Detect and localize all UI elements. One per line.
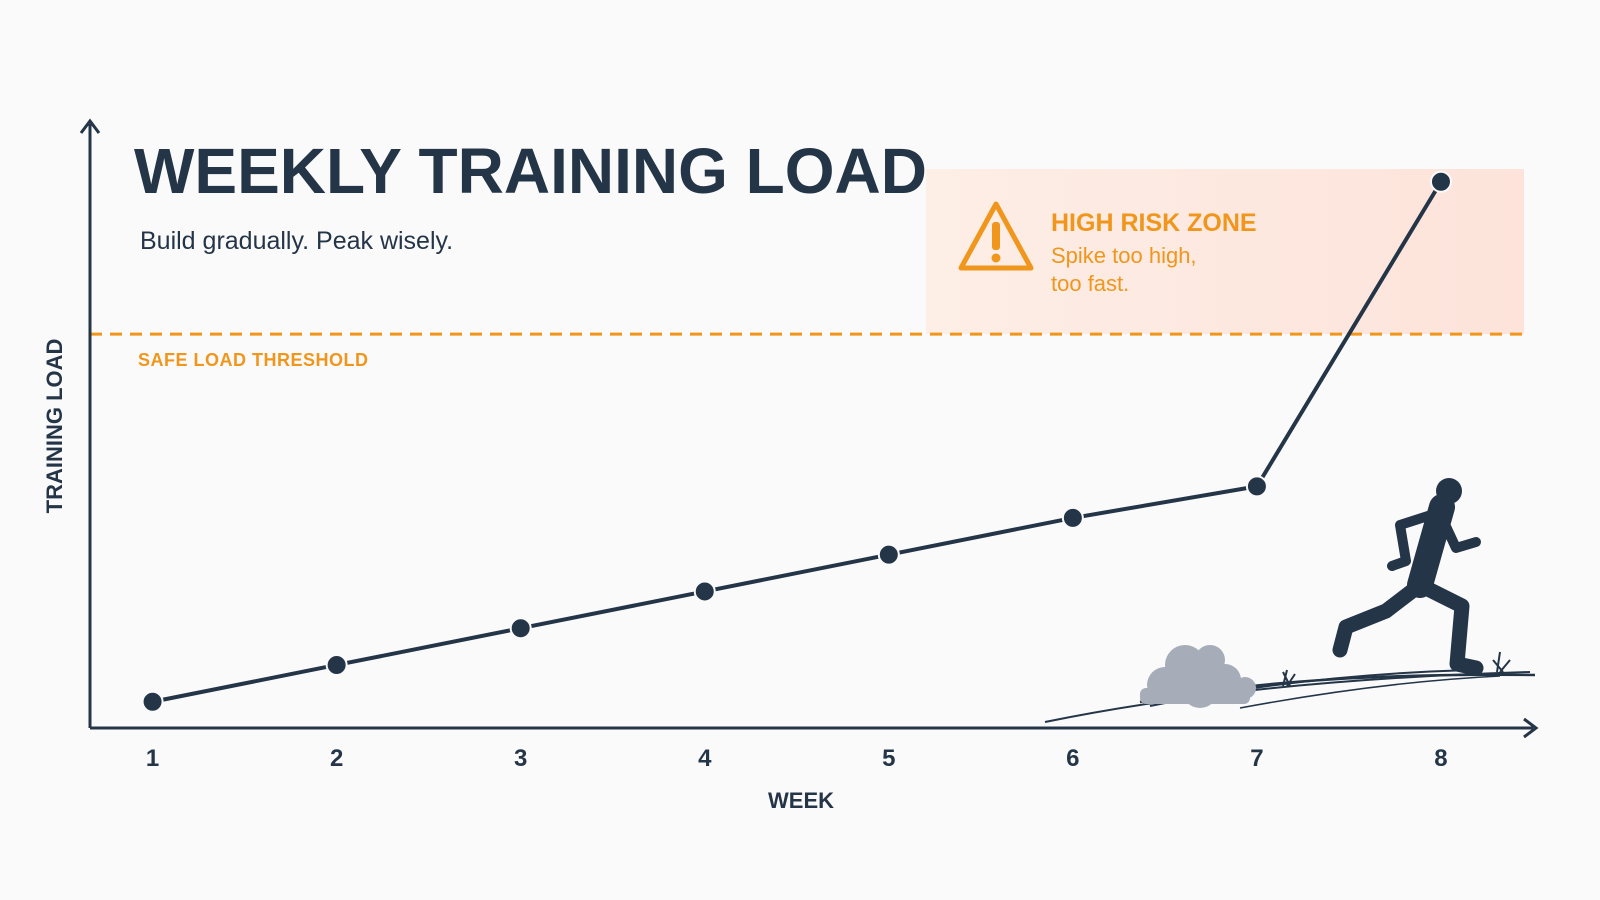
y-axis-label: TRAINING LOAD: [42, 339, 67, 514]
series-line: [152, 180, 1443, 704]
x-tick-8: 8: [1434, 745, 1447, 772]
x-axis-label: WEEK: [768, 788, 834, 813]
risk-zone-text-line-2: too fast.: [1051, 271, 1129, 296]
ground-decoration: [1044, 669, 1536, 723]
chart-title: WEEKLY TRAINING LOAD: [134, 135, 927, 207]
y-axis: [79, 118, 101, 728]
x-axis: [90, 717, 1539, 739]
data-point-week-6: [1061, 506, 1084, 529]
x-tick-2: 2: [330, 745, 343, 772]
data-point-week-3: [509, 617, 532, 640]
x-tick-1: 1: [146, 745, 159, 772]
data-point-week-5: [877, 543, 900, 566]
grass-icon: [1282, 651, 1511, 687]
x-tick-4: 4: [698, 745, 712, 772]
warning-triangle-icon: [958, 201, 1034, 271]
threshold-label: SAFE LOAD THRESHOLD: [138, 350, 369, 370]
data-point-week-2: [325, 653, 348, 676]
x-tick-labels: 1 2 3 4 5 6 7 8: [146, 745, 1448, 772]
data-point-week-4: [693, 580, 716, 603]
risk-zone-text-line-1: Spike too high,: [1051, 243, 1197, 268]
risk-zone-title: HIGH RISK ZONE: [1051, 209, 1257, 237]
data-point-week-1: [141, 690, 164, 713]
data-point-week-8: [1429, 170, 1452, 193]
x-tick-5: 5: [882, 745, 895, 772]
x-tick-3: 3: [514, 745, 527, 772]
x-tick-7: 7: [1250, 745, 1263, 772]
high-risk-zone: [926, 169, 1524, 335]
series-training-load: [141, 170, 1452, 713]
bush-icon: [1140, 645, 1256, 708]
data-point-week-7: [1245, 475, 1268, 498]
x-tick-6: 6: [1066, 745, 1079, 772]
runner-silhouette-icon: [1332, 478, 1484, 676]
chart-subtitle: Build gradually. Peak wisely.: [140, 227, 453, 255]
